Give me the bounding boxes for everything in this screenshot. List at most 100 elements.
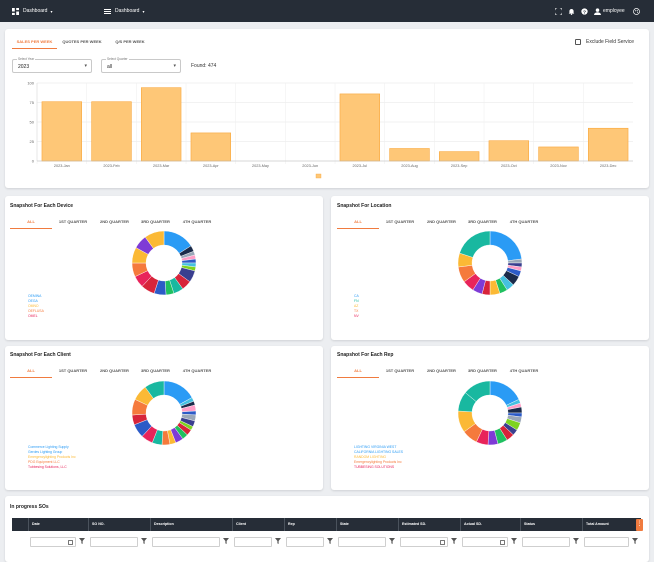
tab-1st-quarter[interactable]: 1ST QUARTER bbox=[385, 368, 415, 373]
bar-2023-Aug[interactable] bbox=[389, 148, 430, 162]
tab-2nd-quarter[interactable]: 2ND QUARTER bbox=[100, 368, 129, 373]
tab-2nd-quarter[interactable]: 2ND QUARTER bbox=[100, 219, 129, 224]
legend-item[interactable]: OEMINA bbox=[28, 294, 42, 298]
column-header-state[interactable]: State bbox=[336, 518, 398, 531]
legend-item[interactable]: Emergencylighting Products Inc bbox=[28, 455, 76, 459]
legend-item[interactable]: CALIFORNIA LIGHTING SALES bbox=[354, 450, 403, 454]
column-filter-input[interactable] bbox=[152, 537, 220, 547]
legend-item[interactable]: OEGA bbox=[28, 299, 38, 303]
tab-1st-quarter[interactable]: 1ST QUARTER bbox=[385, 219, 415, 224]
column-header-rep[interactable]: Rep bbox=[284, 518, 336, 531]
exclude-field-service[interactable]: Exclude Field Service bbox=[575, 39, 634, 45]
filter-icon[interactable] bbox=[573, 538, 579, 546]
legend-item[interactable]: Emergencylighting Products Inc bbox=[354, 460, 402, 464]
donut-slice[interactable] bbox=[144, 380, 165, 399]
column-header-total-amount[interactable]: Total Amount bbox=[582, 518, 641, 531]
tab-qs-per-week[interactable]: Q/S PER WEEK bbox=[115, 39, 145, 44]
donut-slice[interactable] bbox=[489, 230, 522, 261]
filter-icon[interactable] bbox=[451, 538, 457, 546]
bar-2023-Apr[interactable] bbox=[190, 132, 231, 162]
calendar-icon[interactable] bbox=[440, 540, 445, 545]
legend-item[interactable]: Tubbesing Solutions, LLC bbox=[28, 465, 67, 469]
tab-all[interactable]: ALL bbox=[337, 368, 379, 378]
tab-4th-quarter[interactable]: 4TH QUARTER bbox=[182, 368, 212, 373]
nav-dashboard-select[interactable]: Dashboard ▾ bbox=[104, 0, 144, 22]
exclude-field-service-checkbox[interactable] bbox=[575, 39, 581, 45]
bar-2023-Jul[interactable] bbox=[339, 93, 381, 162]
bar-2023-Nov[interactable] bbox=[538, 146, 579, 162]
help-button[interactable]: ? bbox=[581, 0, 588, 22]
legend-item[interactable]: FN bbox=[354, 299, 359, 303]
filter-icon[interactable] bbox=[223, 538, 229, 546]
fullscreen-button[interactable] bbox=[555, 0, 562, 22]
column-filter-input[interactable] bbox=[90, 537, 138, 547]
column-header-estimated-sd[interactable]: Estimated SD. bbox=[398, 518, 460, 531]
select-year[interactable]: Select Year 2023 ▾ bbox=[12, 57, 92, 73]
column-filter-input[interactable] bbox=[30, 537, 76, 547]
select-quarter[interactable]: Select Quarter all ▾ bbox=[101, 57, 181, 73]
column-filter-input[interactable] bbox=[522, 537, 570, 547]
tab-all[interactable]: ALL bbox=[337, 219, 379, 229]
legend-item[interactable]: RANDOM LIGHTING bbox=[354, 455, 387, 459]
tab-all[interactable]: ALL bbox=[10, 368, 52, 378]
tab-3rd-quarter[interactable]: 3RD QUARTER bbox=[141, 219, 170, 224]
tab-4th-quarter[interactable]: 4TH QUARTER bbox=[509, 368, 539, 373]
filter-icon[interactable] bbox=[632, 538, 638, 546]
user-menu[interactable]: employee bbox=[594, 0, 625, 22]
tab-all[interactable]: ALL bbox=[10, 219, 52, 229]
column-filter-input[interactable] bbox=[400, 537, 448, 547]
bar-2023-Sep[interactable] bbox=[438, 151, 480, 162]
donut-slice[interactable] bbox=[144, 230, 165, 249]
legend-swatch[interactable] bbox=[315, 173, 322, 179]
bar-2023-Oct[interactable] bbox=[488, 140, 530, 162]
tab-1st-quarter[interactable]: 1ST QUARTER bbox=[58, 219, 88, 224]
filter-icon[interactable] bbox=[275, 538, 281, 546]
bar-2023-Mar[interactable] bbox=[141, 87, 182, 162]
legend-item[interactable]: Gerdes Lighting Group bbox=[28, 450, 63, 454]
column-filter-input[interactable] bbox=[234, 537, 272, 547]
filter-icon[interactable] bbox=[511, 538, 517, 546]
column-header-actual-sd[interactable]: Actual SD. bbox=[460, 518, 520, 531]
settings-button[interactable] bbox=[633, 0, 640, 22]
column-header-date[interactable]: Date bbox=[28, 518, 88, 531]
filter-icon[interactable] bbox=[389, 538, 395, 546]
legend-item[interactable]: TUBBESING SOLUTIONS bbox=[354, 465, 395, 469]
donut-slice[interactable] bbox=[465, 380, 491, 402]
legend-item[interactable]: OMEL bbox=[28, 314, 38, 318]
legend-item[interactable]: Commerce Lighting Supply bbox=[28, 445, 69, 449]
donut-slice[interactable] bbox=[459, 230, 491, 258]
filter-icon[interactable] bbox=[141, 538, 147, 546]
legend-item[interactable]: AZ bbox=[354, 304, 359, 308]
filter-icon[interactable] bbox=[79, 538, 85, 546]
more-options-button[interactable]: ⋮ bbox=[636, 519, 643, 531]
legend-item[interactable]: OEFLUSA bbox=[28, 309, 44, 313]
bar-2023-Feb[interactable] bbox=[91, 101, 132, 162]
column-header-so-no[interactable]: SO NO. bbox=[88, 518, 150, 531]
tab-1st-quarter[interactable]: 1ST QUARTER bbox=[58, 368, 88, 373]
calendar-icon[interactable] bbox=[500, 540, 505, 545]
tab-4th-quarter[interactable]: 4TH QUARTER bbox=[182, 219, 212, 224]
legend-item[interactable]: TX bbox=[354, 309, 359, 313]
column-header-client[interactable]: Client bbox=[232, 518, 284, 531]
column-header-status[interactable]: Status bbox=[520, 518, 582, 531]
legend-item[interactable]: OMNO bbox=[28, 304, 39, 308]
tab-3rd-quarter[interactable]: 3RD QUARTER bbox=[468, 368, 497, 373]
column-filter-input[interactable] bbox=[286, 537, 324, 547]
tab-2nd-quarter[interactable]: 2ND QUARTER bbox=[427, 219, 456, 224]
legend-item[interactable]: CA bbox=[354, 294, 359, 298]
legend-item[interactable]: NV bbox=[354, 314, 359, 318]
tab-sales-per-week[interactable]: SALES PER WEEK bbox=[12, 39, 57, 49]
tab-4th-quarter[interactable]: 4TH QUARTER bbox=[509, 219, 539, 224]
column-header-description[interactable]: Description bbox=[150, 518, 232, 531]
filter-icon[interactable] bbox=[327, 538, 333, 546]
bar-2023-Dec[interactable] bbox=[587, 127, 629, 162]
bar-2023-Jan[interactable] bbox=[41, 101, 83, 162]
column-filter-input[interactable] bbox=[462, 537, 508, 547]
legend-item[interactable]: PDG Equipment LLC bbox=[28, 460, 60, 464]
column-filter-input[interactable] bbox=[584, 537, 629, 547]
column-filter-input[interactable] bbox=[338, 537, 386, 547]
notifications-button[interactable] bbox=[568, 0, 575, 22]
tab-quotes-per-week[interactable]: QUOTES PER WEEK bbox=[62, 39, 102, 44]
nav-dashboard-menu[interactable]: Dashboard ▾ bbox=[12, 0, 52, 22]
tab-3rd-quarter[interactable]: 3RD QUARTER bbox=[141, 368, 170, 373]
